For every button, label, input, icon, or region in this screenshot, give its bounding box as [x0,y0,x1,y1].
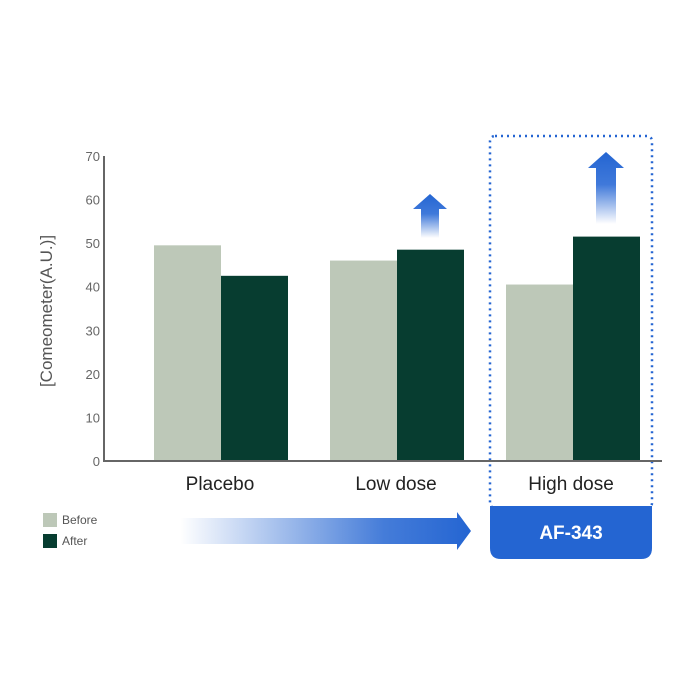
highlight-badge [490,506,652,559]
legend-swatch-after [43,534,57,548]
up-arrow-icon [413,194,447,238]
category-label-high-dose: High dose [528,474,614,495]
legend-swatch-before [43,513,57,527]
category-label-placebo: Placebo [186,474,255,495]
bars [154,236,640,461]
bar-after-placebo [221,275,288,461]
y-tick-label: 0 [93,454,100,469]
bar-before-high-dose [506,284,573,461]
bar-before-placebo [154,245,221,461]
up-arrow-icon [588,152,624,224]
y-axis-label: [Comeometer(A.U.)] [37,235,56,387]
y-tick-label: 60 [86,193,100,208]
y-tick-label: 40 [86,280,100,295]
y-tick-label: 50 [86,236,100,251]
highlight-badge-label: AF-343 [539,523,602,544]
y-tick-label: 10 [86,410,100,425]
y-tick-label: 70 [86,149,100,164]
bar-after-high-dose [573,236,640,461]
right-arrow-icon [180,512,471,550]
bar-before-low-dose [330,260,397,461]
y-tick-labels: 0 10 20 30 40 50 60 70 [86,149,100,469]
y-tick-label: 20 [86,367,100,382]
legend-label-after: After [62,534,87,548]
y-tick-label: 30 [86,323,100,338]
bar-after-low-dose [397,249,464,461]
legend-label-before: Before [62,513,98,527]
category-label-low-dose: Low dose [355,474,436,495]
